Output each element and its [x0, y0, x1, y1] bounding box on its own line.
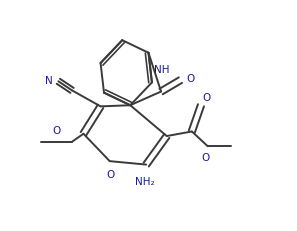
- Text: O: O: [202, 93, 210, 103]
- Text: O: O: [201, 153, 210, 163]
- Text: NH: NH: [154, 65, 169, 75]
- Text: O: O: [107, 170, 115, 180]
- Text: O: O: [186, 74, 195, 84]
- Text: NH₂: NH₂: [135, 177, 155, 187]
- Text: O: O: [52, 127, 60, 137]
- Text: N: N: [45, 76, 53, 86]
